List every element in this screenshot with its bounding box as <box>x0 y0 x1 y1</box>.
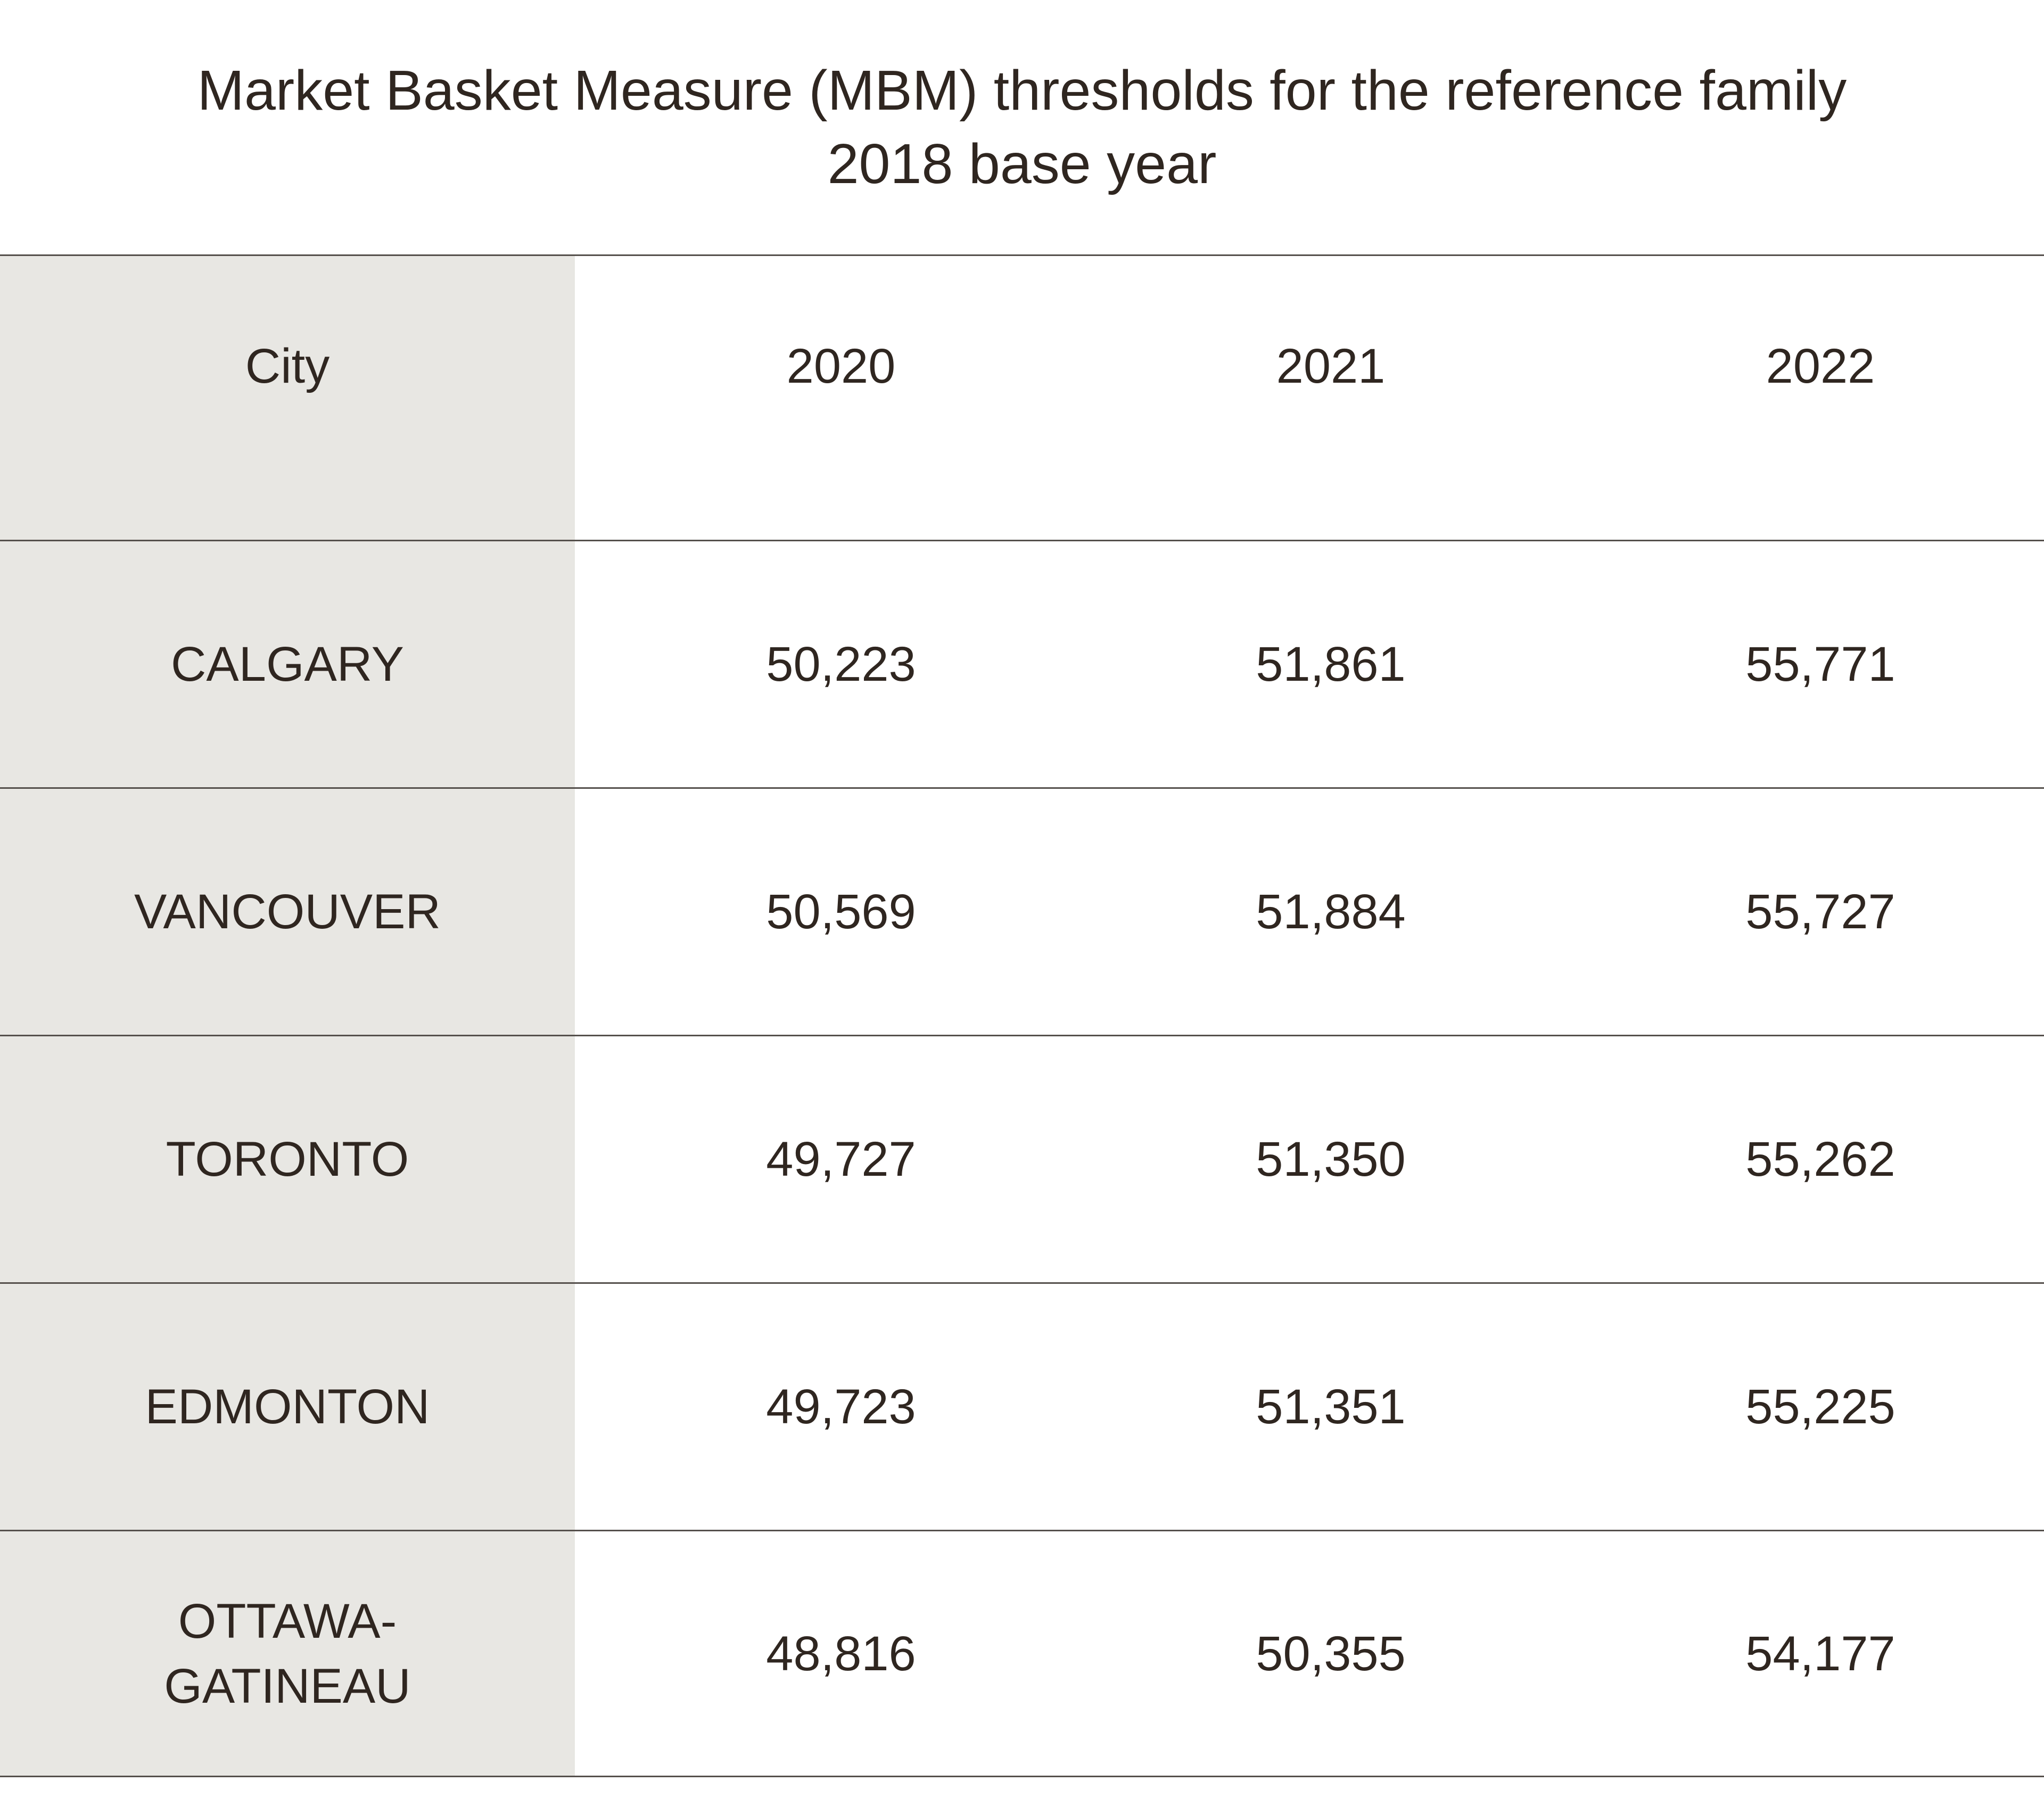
cell-2020: 49,727 <box>766 1132 916 1186</box>
cell-2022: 55,262 <box>1745 1132 1895 1186</box>
cell-2020: 50,223 <box>766 637 916 691</box>
table-header-row: City 2020 2021 2022 <box>0 254 2044 540</box>
column-header-city: City <box>0 256 575 540</box>
cell-2022: 54,177 <box>1745 1626 1895 1681</box>
table-row: CALGARY 50,223 51,861 55,771 <box>0 540 2044 787</box>
table-title: Market Basket Measure (MBM) thresholds f… <box>197 59 1847 122</box>
row-city: TORONTO <box>0 1036 575 1282</box>
cell-2022: 55,225 <box>1745 1380 1895 1434</box>
cell-2021: 51,861 <box>1256 637 1406 691</box>
row-city: VANCOUVER <box>0 789 575 1035</box>
cell-2021: 51,884 <box>1256 885 1406 939</box>
cell-2021: 50,355 <box>1256 1626 1406 1681</box>
column-header-2020: 2020 <box>786 339 896 393</box>
cell-2020: 50,569 <box>766 885 916 939</box>
row-city: CALGARY <box>0 541 575 787</box>
table-row: OTTAWA- GATINEAU 48,816 50,355 54,177 <box>0 1530 2044 1777</box>
row-city: OTTAWA- GATINEAU <box>0 1531 575 1776</box>
cell-2021: 51,351 <box>1256 1380 1406 1434</box>
table-subtitle: 2018 base year <box>827 133 1217 195</box>
column-header-2022: 2022 <box>1766 339 1875 393</box>
table-row: TORONTO 49,727 51,350 55,262 <box>0 1035 2044 1282</box>
cell-2021: 51,350 <box>1256 1132 1406 1186</box>
cell-2022: 55,771 <box>1745 637 1895 691</box>
table-row: EDMONTON 49,723 51,351 55,225 <box>0 1282 2044 1530</box>
table-row: VANCOUVER 50,569 51,884 55,727 <box>0 787 2044 1035</box>
table-title-block: Market Basket Measure (MBM) thresholds f… <box>0 0 2044 254</box>
row-city: EDMONTON <box>0 1284 575 1530</box>
mbm-table: City 2020 2021 2022 CALGARY 50,223 51,86… <box>0 254 2044 1777</box>
cell-2020: 49,723 <box>766 1380 916 1434</box>
column-header-2021: 2021 <box>1276 339 1386 393</box>
cell-2020: 48,816 <box>766 1626 916 1681</box>
cell-2022: 55,727 <box>1745 885 1895 939</box>
